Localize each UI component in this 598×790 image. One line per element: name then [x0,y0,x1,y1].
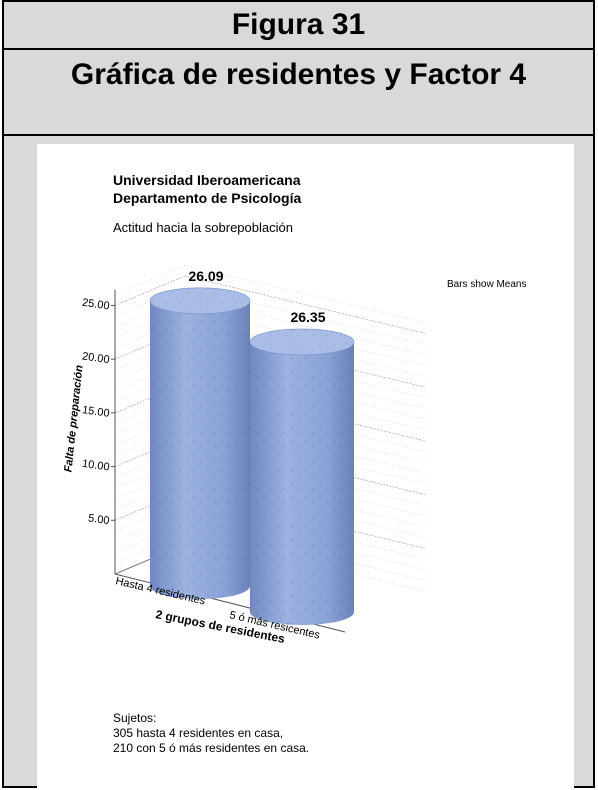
chart-subtitle: Actitud hacia la sobrepoblación [113,220,293,235]
y-tick-label: 10.00 [81,458,110,474]
figure-caption: Gráfica de residentes y Factor 4 [4,50,593,136]
bar-chart: 5.00 10.00 15.00 20.00 25.00 Falta de prepara… [62,264,426,646]
bar-texture [150,300,250,599]
left-wall-gridline [114,275,186,306]
bar-2 [249,328,355,625]
footnote-title: Sujetos: [113,711,157,725]
figure-number: Figura 31 [4,2,593,50]
minor-gridline [114,264,186,295]
y-tick-label: 25.00 [81,297,110,313]
bar-texture [250,341,354,625]
chart-panel: Universidad Iberoamericana Departamento … [37,144,574,790]
bar-top-texture [250,328,354,355]
back-wall-gridline [185,275,426,334]
footnote-line-2: 210 con 5 ó más residentes en casa. [113,741,310,755]
minor-gridline [185,264,426,323]
footnote-line-1: 305 hasta 4 residentes en casa, [113,726,284,740]
y-axis-label: Falta de preparación [62,364,85,473]
y-tick-label: 5.00 [87,512,110,527]
footnote: Sujetos: 305 hasta 4 residentes en casa,… [113,711,309,756]
y-tick-label: 15.00 [81,404,110,420]
minor-gridline [185,286,426,345]
institution-name: Universidad Iberoamericana [113,172,301,188]
chart-bars [149,287,355,625]
minor-gridline [185,297,426,356]
bars-note: Bars show Means [447,279,527,290]
department-name: Departamento de Psicología [113,190,302,206]
report-institution: Universidad Iberoamericana Departamento … [113,171,301,207]
data-label: 26.35 [290,309,325,325]
y-tick-label: 20.00 [81,350,110,366]
data-label: 26.09 [188,268,223,284]
bar-top-texture [150,287,250,314]
bar-1 [149,287,251,599]
